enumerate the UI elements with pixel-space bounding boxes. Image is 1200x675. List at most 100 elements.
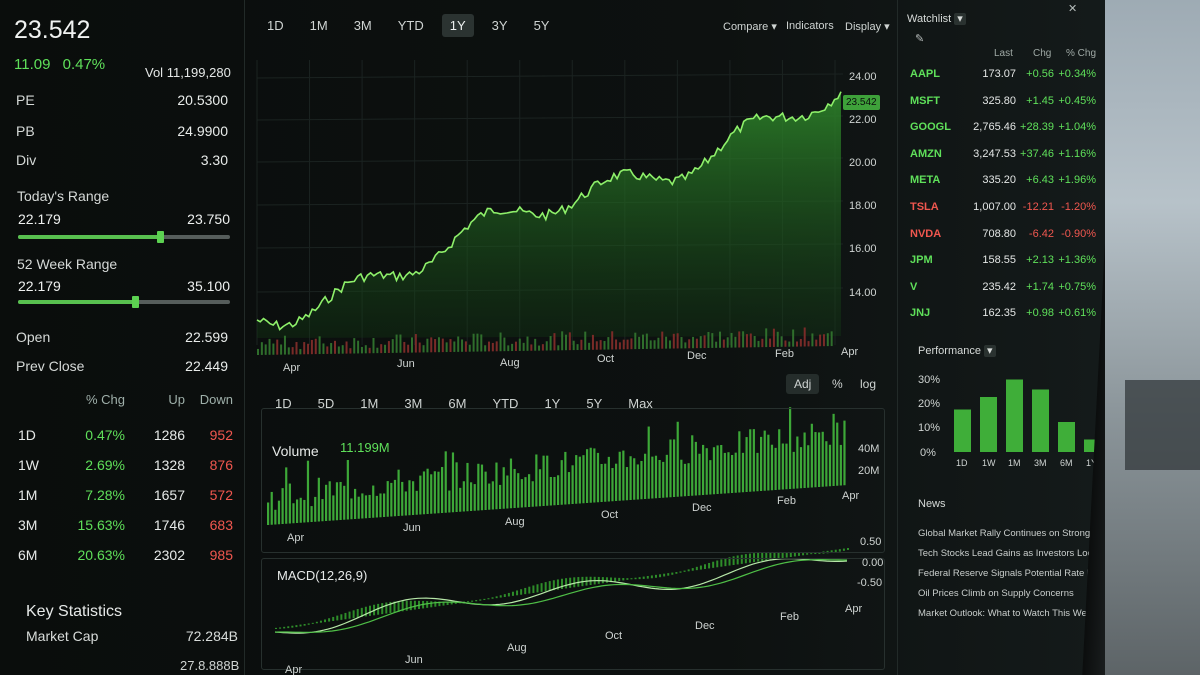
settings-icon[interactable]: ✎ [915,33,925,45]
histogram-bar [364,606,367,617]
volume-bar [688,339,691,349]
volume-bar [364,495,368,519]
news-headline[interactable]: Tech Stocks Lead Gains as Investors Look… [918,548,1128,559]
watchlist-row[interactable]: TSLA 1,007.00 -12.21 -1.20% [910,201,1096,213]
watchlist-row[interactable]: JNJ 162.35 +0.98 +0.61% [910,307,1096,319]
adjusted-toggle[interactable]: Adj [786,374,820,394]
tab-3y[interactable]: 3Y [491,18,508,33]
volume-bar [433,471,436,514]
ticker-symbol: MSFT [910,94,940,107]
news-headline[interactable]: Market Outlook: What to Watch This Week [918,608,1097,619]
price-change: +0.98 [1026,307,1054,320]
todays-range-label: Today's Range [17,188,110,204]
range-high: 35.100 [187,278,230,294]
volume-bar [760,436,763,491]
tab-1y[interactable]: 1Y [441,14,474,37]
display-button[interactable]: Display ▾ [845,20,890,33]
chevron-down-icon[interactable]: ▾ [954,13,966,25]
histogram-bar [834,549,837,553]
chevron-down-icon[interactable]: ▾ [984,345,996,357]
news-headline[interactable]: Federal Reserve Signals Potential Rate P… [918,568,1114,579]
histogram-bar [279,627,282,629]
percent-change-cell: 20.63% [77,547,125,563]
x-tick-label: Feb [780,611,799,623]
column-header: % Chg [85,392,125,407]
x-tick-label: Feb [777,495,796,507]
range-tab-3m[interactable]: 3M [404,396,423,411]
volume-bar [557,345,560,351]
volume-bar [380,344,383,354]
percent-change-cell: 15.63% [77,517,125,533]
log-toggle[interactable]: log [860,377,877,391]
range-tab-1d[interactable]: 1D [275,396,292,411]
range-tab-6m[interactable]: 6M [448,396,467,411]
volume-bar [295,342,298,355]
histogram-bar [446,601,449,605]
range-tab-1m[interactable]: 1M [360,396,379,411]
x-tick-label: Jun [405,654,423,666]
volume-bar [462,481,465,512]
volume-bar [770,444,774,491]
news-headline[interactable]: Oil Prices Climb on Supply Concerns [918,588,1074,599]
volume-bar [657,337,660,349]
tab-1m[interactable]: 1M [309,18,328,33]
range-tab-5y[interactable]: 5Y [586,396,603,411]
news-headline[interactable]: Global Market Rally Continues on Strong … [918,528,1131,539]
histogram-bar [679,571,682,573]
volume-bar [457,336,460,352]
watchlist-row[interactable]: JPM 158.55 +2.13 +1.36% [910,254,1096,266]
volume-bar [642,334,644,349]
volume-bar [731,455,734,493]
volume-bar [477,463,480,511]
last-price: 1,007.00 [973,201,1016,213]
price-change: +1.45 [1026,94,1054,107]
volume-bar [647,426,650,499]
volume-bar [640,460,643,500]
volume-bar [778,429,781,490]
histogram-bar [634,577,637,580]
histogram-bar [503,594,506,597]
range-tab-ytd[interactable]: YTD [492,396,519,411]
ticker-symbol: AAPL [910,68,940,80]
volume-bar [430,337,433,353]
volume-bar [372,485,375,518]
watchlist-row[interactable]: V 235.42 +1.74 +0.75% [910,281,1096,293]
close-icon[interactable]: ✕ [1068,3,1078,15]
x-tick-label: Apr [287,532,305,544]
volume-panel-label: Volume [272,443,319,459]
table-row: 1D 0.47% 1286 952 [18,420,233,450]
volume-bar [404,491,407,516]
tab-1d[interactable]: 1D [267,18,284,33]
macd-panel [261,558,885,670]
histogram-bar [683,570,686,572]
prev-close-value: 22.449 [185,358,228,374]
range-tab-1y[interactable]: 1Y [544,396,561,411]
range-tab-5d[interactable]: 5D [317,396,335,411]
tab-5y[interactable]: 5Y [533,18,550,33]
watchlist-row[interactable]: META 335.20 +6.43 +1.96% [910,174,1096,186]
week52-range-bar [18,296,230,308]
volume-bar [509,458,513,509]
volume-bar [364,345,367,354]
volume-bar [788,341,791,347]
volume-bar [651,456,654,499]
tab-3m[interactable]: 3M [353,18,372,33]
histogram-bar [663,573,666,577]
x-tick-label: Apr [845,603,863,615]
histogram-bar [397,601,400,612]
watchlist-row[interactable]: NVDA 708.80 -6.42 -0.90% [910,228,1096,240]
x-tick-label: Oct [597,353,615,365]
watchlist-row[interactable]: GOOGL 2,765.46 +28.39 +1.04% [910,121,1096,133]
compare-button[interactable]: Compare ▾ [723,20,777,33]
percent-toggle[interactable]: % [832,377,843,391]
histogram-bar [442,601,445,606]
watchlist-row[interactable]: MSFT 325.80 +1.45 +0.45% [910,95,1096,107]
volume-bar [582,455,585,504]
range-tab-max[interactable]: Max [628,396,653,411]
indicators-button[interactable]: Indicators [786,20,834,32]
watchlist-row[interactable]: AAPL 173.07 +0.56 +0.34% [910,68,1096,80]
watchlist-label: Watchlist [907,13,952,25]
watchlist-row[interactable]: AMZN 3,247.53 +37.46 +1.16% [910,148,1096,160]
tab-ytd[interactable]: YTD [397,18,424,33]
last-price: 3,247.53 [973,147,1016,160]
